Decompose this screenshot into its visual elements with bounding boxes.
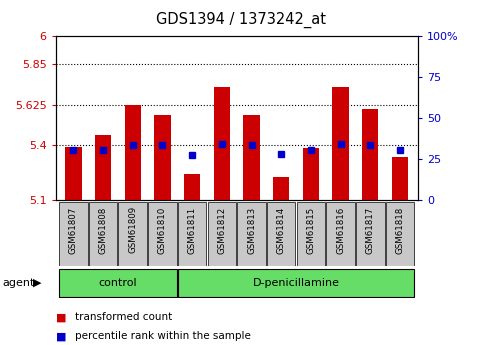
Bar <box>362 109 379 200</box>
Bar <box>178 269 414 297</box>
Bar <box>95 136 111 200</box>
Bar <box>237 202 266 266</box>
Bar <box>243 116 260 200</box>
Text: ▶: ▶ <box>33 278 42 288</box>
Text: GSM61813: GSM61813 <box>247 206 256 254</box>
Text: GSM61808: GSM61808 <box>99 206 108 254</box>
Bar <box>386 202 414 266</box>
Text: GSM61818: GSM61818 <box>396 206 404 254</box>
Bar <box>59 202 87 266</box>
Text: GSM61814: GSM61814 <box>277 206 286 254</box>
Text: D-penicillamine: D-penicillamine <box>253 278 340 288</box>
Bar <box>148 202 177 266</box>
Bar <box>118 202 147 266</box>
Bar <box>154 116 170 200</box>
Text: GSM61815: GSM61815 <box>306 206 315 254</box>
Bar <box>184 174 200 200</box>
Text: ■: ■ <box>56 313 66 322</box>
Text: GSM61812: GSM61812 <box>217 206 227 254</box>
Bar <box>273 177 289 200</box>
Bar <box>125 105 141 200</box>
Bar <box>332 87 349 200</box>
Bar <box>297 202 325 266</box>
Bar <box>392 157 408 200</box>
Bar <box>213 87 230 200</box>
Text: GDS1394 / 1373242_at: GDS1394 / 1373242_at <box>156 12 327 28</box>
Bar <box>208 202 236 266</box>
Text: GSM61817: GSM61817 <box>366 206 375 254</box>
Text: GSM61809: GSM61809 <box>128 206 137 254</box>
Bar <box>303 148 319 200</box>
Bar <box>327 202 355 266</box>
Bar <box>89 202 117 266</box>
Bar <box>178 202 206 266</box>
Text: percentile rank within the sample: percentile rank within the sample <box>75 332 251 341</box>
Text: GSM61811: GSM61811 <box>187 206 197 254</box>
Text: transformed count: transformed count <box>75 313 172 322</box>
Text: GSM61807: GSM61807 <box>69 206 78 254</box>
Bar <box>356 202 384 266</box>
Bar <box>267 202 296 266</box>
Text: ■: ■ <box>56 332 66 341</box>
Text: control: control <box>99 278 137 288</box>
Text: GSM61816: GSM61816 <box>336 206 345 254</box>
Bar <box>59 269 177 297</box>
Text: agent: agent <box>2 278 35 288</box>
Bar <box>65 147 82 200</box>
Text: GSM61810: GSM61810 <box>158 206 167 254</box>
